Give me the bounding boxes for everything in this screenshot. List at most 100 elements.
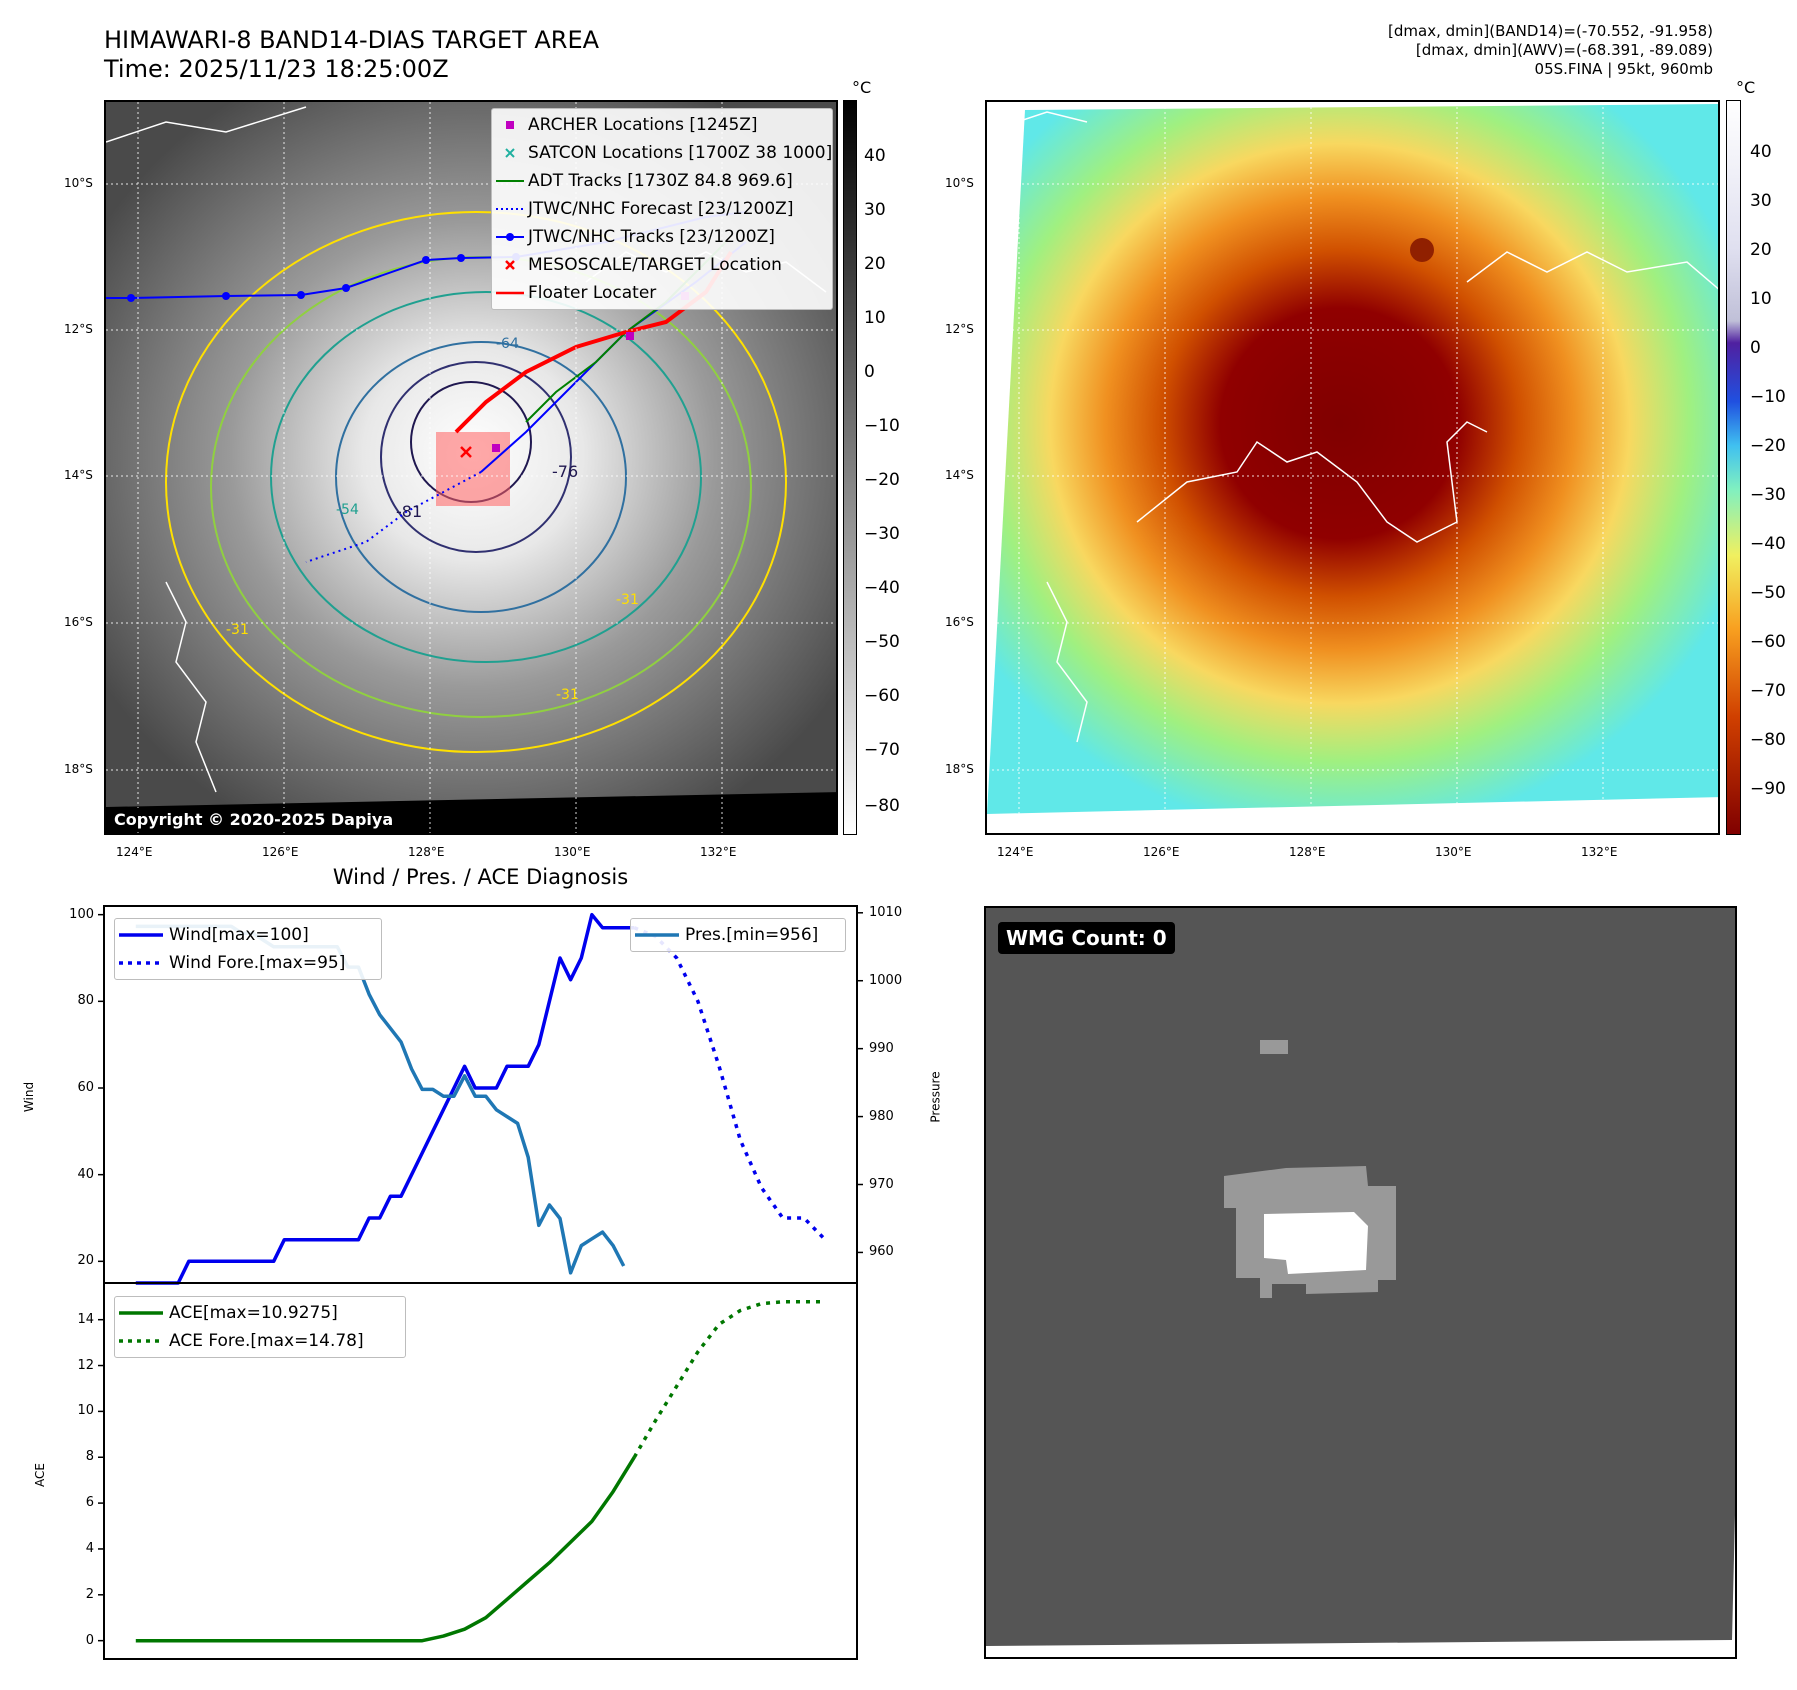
pressure-legend: Pres.[min=956]: [630, 918, 846, 952]
wmg-panel: WMG Count: 0: [984, 906, 1737, 1659]
ir-colorbar-tick: −60: [864, 686, 900, 706]
ir-legend: ARCHER Locations [1245Z] SATCON Location…: [491, 108, 833, 310]
pressure-ytick-label: 1010: [869, 904, 903, 920]
lat-tick: 18°S: [945, 762, 974, 776]
pressure-ytick-label: 1000: [869, 972, 903, 988]
ir-colorbar-tick: −80: [864, 796, 900, 816]
lat-tick: 16°S: [945, 615, 974, 629]
ir-colorbar-tick: −20: [864, 470, 900, 490]
wind-series-line: [135, 912, 635, 1285]
ace-ytick-label: 4: [85, 1540, 94, 1556]
awv-colorbar-tick: −80: [1750, 730, 1786, 750]
legend-archer: ARCHER Locations [1245Z]: [492, 111, 832, 139]
wmg-count-label: WMG Count: 0: [998, 922, 1175, 954]
pressure-ytick-label: 960: [869, 1244, 894, 1260]
lon-tick: 124°E: [997, 845, 1034, 859]
lon-tick: 130°E: [554, 845, 591, 859]
lon-tick: 130°E: [1435, 845, 1472, 859]
awv-colorbar-tick: −90: [1750, 779, 1786, 799]
contour-label: -76: [552, 462, 579, 481]
wind-ytick-label: 100: [69, 906, 94, 922]
awv-colorbar: [1726, 100, 1741, 835]
contour-label: -31: [556, 687, 579, 703]
wind-axis-label: Wind: [22, 1081, 37, 1113]
pressure-ytick-label: 990: [869, 1040, 894, 1056]
contour-label: -64: [496, 336, 519, 352]
awv-satellite-image: [987, 102, 1718, 833]
contour-label: -54: [336, 502, 359, 518]
ir-colorbar-tick: −40: [864, 578, 900, 598]
legend-pressure: Pres.[min=956]: [635, 925, 819, 945]
page-title: HIMAWARI-8 BAND14-DIAS TARGET AREA: [104, 26, 600, 54]
ir-image-panel: -64 -76 -81 -54 -31 -31 -31 ARCHER Locat…: [104, 100, 838, 835]
ace-ytick-label: 12: [77, 1357, 94, 1373]
ir-colorbar-tick: 10: [864, 308, 886, 328]
ir-colorbar-tick: 0: [864, 362, 875, 382]
ir-colorbar-tick: −10: [864, 416, 900, 436]
lat-tick: 18°S: [64, 762, 93, 776]
wind-forecast-series-line: [633, 926, 827, 1241]
lat-tick: 10°S: [64, 176, 93, 190]
ace-ytick-label: 14: [77, 1311, 94, 1327]
ace-axis-label: ACE: [32, 1463, 47, 1487]
ace-axes-frame: [103, 1282, 858, 1660]
lat-tick: 14°S: [64, 468, 93, 482]
dmax-dmin-awv: [dmax, dmin](AWV)=(-68.391, -89.089): [1415, 41, 1713, 59]
ir-colorbar-tick: −70: [864, 740, 900, 760]
pressure-ytick-label: 980: [869, 1108, 894, 1124]
ace-ytick-label: 2: [85, 1586, 94, 1602]
ace-ytick-label: 8: [85, 1449, 94, 1465]
wmg-image: [986, 908, 1735, 1646]
ir-colorbar: [843, 100, 857, 835]
legend-floater: Floater Locater: [496, 283, 657, 303]
awv-colorbar-tick: −30: [1750, 485, 1786, 505]
storm-info: 05S.FINA | 95kt, 960mb: [1534, 60, 1713, 78]
ace-ytick-label: 6: [85, 1495, 94, 1511]
lon-tick: 124°E: [116, 845, 153, 859]
legend-jtwc-tracks: JTWC/NHC Tracks [23/1200Z]: [492, 223, 832, 251]
legend-ace-forecast: ACE Fore.[max=14.78]: [119, 1331, 364, 1351]
legend-wind: Wind[max=100]: [119, 925, 309, 945]
ir-colorbar-tick: 20: [864, 254, 886, 274]
lon-tick: 126°E: [262, 845, 299, 859]
legend-mesoscale: MESOSCALE/TARGET Location: [492, 251, 832, 279]
awv-colorbar-tick: 0: [1750, 338, 1761, 358]
legend-wind-forecast: Wind Fore.[max=95]: [119, 953, 346, 973]
legend-jtwc-forecast: JTWC/NHC Forecast [23/1200Z]: [496, 199, 794, 219]
awv-colorbar-tick: 10: [1750, 289, 1772, 309]
contour-label: -31: [616, 592, 639, 608]
lat-tick: 10°S: [945, 176, 974, 190]
legend-satcon: SATCON Locations [1700Z 38 1000]: [492, 139, 832, 167]
lon-tick: 126°E: [1143, 845, 1180, 859]
timestamp: Time: 2025/11/23 18:25:00Z: [104, 55, 449, 83]
lon-tick: 132°E: [700, 845, 737, 859]
contour-label: -81: [396, 502, 423, 521]
ace-forecast-series-line: [632, 1300, 826, 1459]
ace-ytick-label: 10: [77, 1403, 94, 1419]
diagnosis-title: Wind / Pres. / ACE Diagnosis: [332, 865, 629, 889]
legend-ace: ACE[max=10.9275]: [119, 1303, 338, 1323]
awv-colorbar-tick: −10: [1750, 387, 1786, 407]
awv-colorbar-tick: −50: [1750, 583, 1786, 603]
ir-colorbar-tick: −50: [864, 632, 900, 652]
lat-tick: 14°S: [945, 468, 974, 482]
awv-colorbar-tick: 20: [1750, 240, 1772, 260]
wind-ytick-label: 80: [77, 993, 94, 1009]
awv-colorbar-unit: °C: [1736, 78, 1756, 97]
ace-legend: ACE[max=10.9275] ACE Fore.[max=14.78]: [114, 1296, 406, 1358]
ir-colorbar-tick: 30: [864, 200, 886, 220]
wind-ytick-label: 20: [77, 1253, 94, 1269]
contour-label: -31: [226, 622, 249, 638]
awv-colorbar-tick: 40: [1750, 142, 1772, 162]
ir-colorbar-unit: °C: [852, 78, 872, 97]
dmax-dmin-band14: [dmax, dmin](BAND14)=(-70.552, -91.958): [1388, 22, 1713, 40]
awv-colorbar-tick: −70: [1750, 681, 1786, 701]
lon-tick: 128°E: [1289, 845, 1326, 859]
legend-adt: ADT Tracks [1730Z 84.8 969.6]: [496, 171, 793, 191]
lon-tick: 128°E: [408, 845, 445, 859]
awv-colorbar-tick: −20: [1750, 436, 1786, 456]
awv-colorbar-tick: −60: [1750, 632, 1786, 652]
wind-ytick-label: 40: [77, 1166, 94, 1182]
copyright-label: Copyright © 2020-2025 Dapiya: [108, 808, 400, 831]
ir-colorbar-tick: 40: [864, 146, 886, 166]
